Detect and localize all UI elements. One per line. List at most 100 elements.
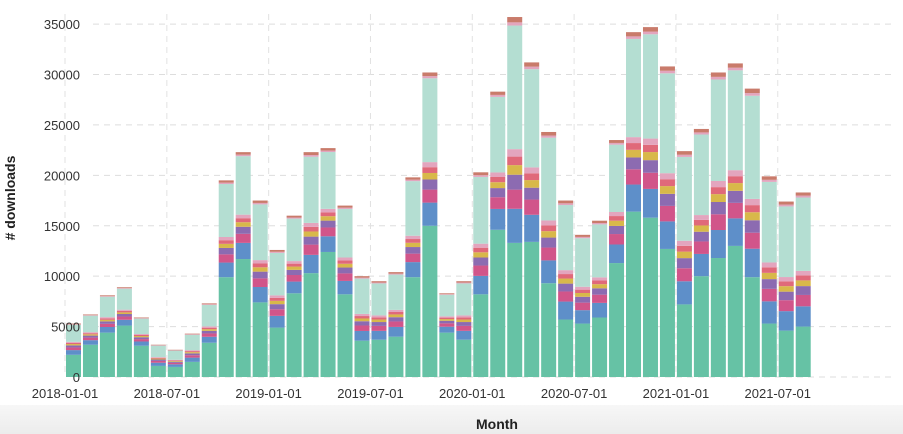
y-tick-label: 5000	[51, 320, 80, 335]
bar-segment	[150, 365, 166, 377]
bar-segment	[303, 152, 319, 155]
bar-segment	[473, 175, 489, 177]
x-axis-title-container: Month	[476, 416, 518, 432]
bar-segment	[778, 277, 794, 282]
bar-segment	[744, 248, 760, 278]
bar-segment	[473, 265, 489, 276]
bar-segment	[320, 227, 336, 237]
bar-segment	[642, 217, 658, 377]
bar-segment	[66, 350, 81, 355]
bar-segment	[778, 201, 794, 205]
y-tick-label: 20000	[44, 168, 80, 183]
bar-segment	[354, 316, 370, 319]
bar-segment	[592, 288, 608, 295]
bar-segment	[99, 296, 115, 318]
x-tick-label: 2019-07-01	[337, 386, 404, 401]
bar-segment	[235, 233, 251, 243]
bar-segment	[201, 329, 217, 331]
bar-segment	[676, 156, 692, 241]
bar-segment	[626, 32, 642, 37]
bar-segment	[320, 148, 336, 151]
bar-segment	[626, 36, 642, 39]
y-axis-ticks: 0 5000 10000 15000 20000 25000 30000 35000	[44, 17, 80, 385]
bar-segment	[659, 248, 675, 377]
bar-segment	[99, 327, 115, 333]
bar-segment	[473, 252, 489, 258]
bar-segment	[82, 334, 98, 336]
bar-segment	[337, 263, 353, 268]
bar-segment	[795, 326, 811, 377]
bar-segment	[184, 352, 200, 354]
y-axis-title: # downloads	[2, 155, 18, 240]
bar-segment	[609, 220, 625, 226]
bar-segment	[592, 224, 608, 278]
bar-segment	[490, 177, 506, 183]
x-tick-label: 2020-01-01	[439, 386, 506, 401]
bar-segment	[490, 96, 506, 173]
bar-segment	[642, 160, 658, 173]
bar-segment	[354, 340, 370, 377]
bar-segment	[761, 323, 777, 377]
bar-segment	[218, 180, 234, 183]
bar-segment	[66, 324, 81, 325]
bars	[66, 17, 811, 377]
bar-segment	[371, 322, 387, 326]
bar-segment	[439, 316, 455, 318]
bar-segment	[184, 333, 200, 335]
bar-segment	[710, 214, 726, 231]
bar-segment	[320, 212, 336, 217]
y-tick-label: 35000	[44, 17, 80, 32]
bar-segment	[354, 321, 370, 326]
bar-segment	[82, 340, 98, 345]
bar-segment	[286, 217, 302, 219]
bar-segment	[693, 231, 709, 242]
bar-segment	[541, 225, 557, 232]
bar-segment	[269, 297, 285, 301]
bar-segment	[473, 257, 489, 266]
bar-segment	[218, 247, 234, 255]
bar-segment	[184, 353, 200, 356]
bar-segment	[626, 143, 642, 150]
bar-segment	[727, 67, 743, 71]
bar-segment	[439, 317, 455, 320]
bar-segment	[439, 326, 455, 333]
bar-segment	[167, 361, 183, 363]
y-tick-label: 0	[73, 370, 80, 385]
bar-segment	[66, 323, 81, 325]
bar-segment	[575, 236, 591, 239]
bar-segment	[626, 137, 642, 144]
bar-segment	[541, 237, 557, 248]
bar-segment	[184, 334, 200, 335]
bar-segment	[693, 128, 709, 133]
x-tick-label: 2018-01-01	[32, 386, 99, 401]
bar-segment	[592, 222, 608, 225]
bar-segment	[354, 277, 370, 279]
bar-segment	[778, 206, 794, 278]
bar-segment	[473, 275, 489, 295]
bar-segment	[592, 220, 608, 223]
bar-segment	[82, 333, 98, 335]
bar-segment	[727, 63, 743, 68]
bar-segment	[286, 269, 302, 275]
bar-segment	[727, 245, 743, 377]
bar-segment	[133, 318, 149, 335]
bar-segment	[422, 172, 438, 180]
bar-segment	[99, 321, 115, 324]
bar-segment	[320, 251, 336, 377]
bar-segment	[626, 211, 642, 377]
bar-segment	[116, 319, 132, 326]
bar-segment	[150, 360, 166, 363]
bar-segment	[693, 215, 709, 220]
bar-segment	[405, 235, 421, 240]
bar-segment	[761, 272, 777, 280]
bar-segment	[744, 88, 760, 94]
bar-segment	[150, 362, 166, 366]
bar-segment	[82, 314, 98, 316]
bar-segment	[659, 173, 675, 180]
bar-segment	[337, 208, 353, 258]
bar-segment	[693, 219, 709, 226]
bar-segment	[286, 215, 302, 218]
bar-segment	[337, 207, 353, 209]
bar-segment	[184, 351, 200, 353]
bar-segment	[167, 350, 183, 360]
